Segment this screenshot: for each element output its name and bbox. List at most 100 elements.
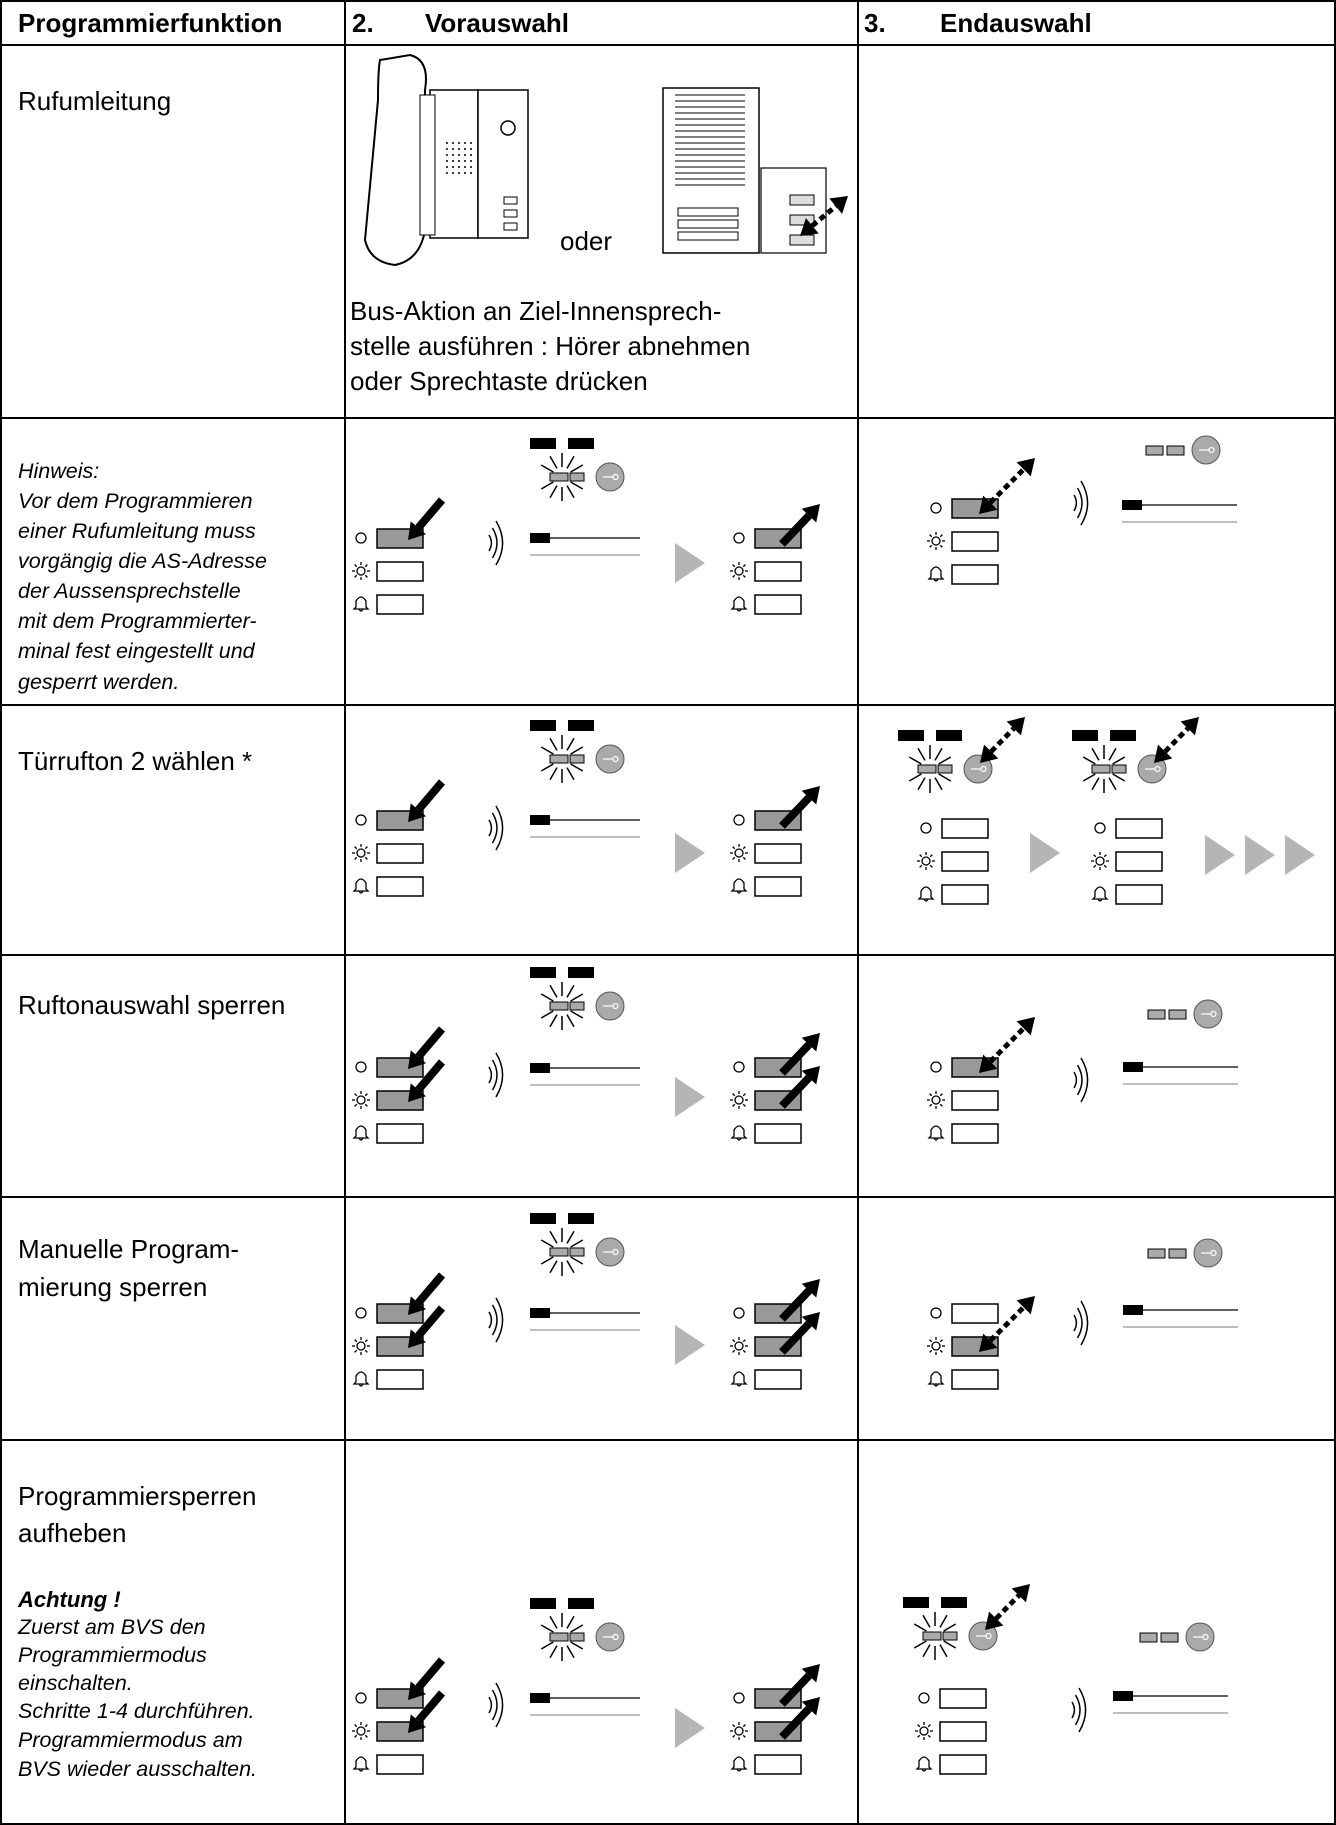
arrow-shaft	[415, 1657, 446, 1691]
icon-light-ray	[732, 1339, 736, 1343]
led-bar	[1072, 730, 1098, 741]
blink-ray	[540, 763, 554, 772]
key-icon	[603, 1248, 619, 1256]
button	[376, 561, 424, 582]
arrow-head	[801, 1312, 820, 1331]
blink-ray	[934, 777, 943, 791]
icon-bell	[730, 1371, 748, 1387]
grille-dot	[452, 142, 454, 144]
led	[549, 1632, 569, 1642]
led-bar	[568, 1213, 594, 1224]
led-bar	[903, 1597, 929, 1608]
sound-wave	[1073, 1071, 1078, 1089]
led	[1160, 1632, 1179, 1643]
sound-wave	[491, 1689, 498, 1721]
key-icon	[1199, 446, 1215, 454]
icon-light-ray	[354, 1734, 358, 1738]
blink-ray	[570, 1641, 584, 1650]
button	[376, 1123, 424, 1144]
arrow-head	[408, 1329, 426, 1348]
function-label: aufheben	[18, 1518, 126, 1548]
arrow-head	[1154, 744, 1173, 763]
icon-light	[734, 848, 744, 858]
blink-ray	[917, 777, 926, 791]
icon-light	[734, 566, 744, 576]
blink-ray	[570, 464, 584, 473]
arrow-shaft	[779, 1287, 812, 1322]
blink-ray	[570, 746, 584, 755]
blink-ray	[570, 1624, 584, 1633]
blink-ray	[540, 1256, 554, 1265]
icon-ring	[733, 1692, 745, 1704]
grille-dot	[470, 160, 472, 162]
icon-light-ray	[1103, 854, 1107, 858]
icon-light-ray	[742, 1734, 746, 1738]
grille-dot	[464, 172, 466, 174]
grille-dot	[446, 154, 448, 156]
next-step	[1285, 835, 1315, 875]
blink-ray	[570, 763, 584, 772]
grille-dot	[458, 166, 460, 168]
arrow-shaft	[988, 467, 1026, 505]
function-label: Türrufton 2 wählen *	[18, 746, 252, 776]
sound-wave	[495, 1682, 504, 1728]
icon-light	[919, 1726, 929, 1736]
icon-ring	[733, 532, 745, 544]
indoor-station	[419, 94, 436, 236]
blink-ray	[1108, 747, 1117, 761]
slider-knob	[1122, 500, 1142, 510]
blink-ray	[913, 1640, 927, 1649]
note-line: einer Rufumleitung muss	[18, 519, 256, 543]
icon-light-ray	[929, 1103, 933, 1107]
instruction-line: stelle ausführen : Hörer abnehmen	[350, 331, 750, 361]
blink-ray	[549, 455, 558, 469]
grille-dot	[458, 148, 460, 150]
grille-dot	[464, 166, 466, 168]
icon-light-ray	[742, 1093, 746, 1097]
blink-ray	[540, 481, 554, 490]
grille-dot	[464, 148, 466, 150]
blink-ray	[1112, 756, 1126, 765]
arrow-head	[1011, 1584, 1030, 1603]
icon-light	[734, 1341, 744, 1351]
grille-dot	[470, 148, 472, 150]
icon-light-ray	[354, 1103, 358, 1107]
arrow-shaft	[989, 726, 1016, 754]
button	[754, 594, 802, 615]
blink-ray	[540, 464, 554, 473]
icon-light-ray	[732, 856, 736, 860]
blink-ray	[570, 1256, 584, 1265]
sound-wave	[491, 1059, 498, 1091]
led	[569, 1001, 585, 1011]
next-step	[675, 1708, 705, 1748]
led-bar	[936, 730, 962, 741]
arrow-head	[408, 1083, 426, 1102]
blink-ray	[566, 984, 575, 998]
blink-ray	[549, 737, 558, 751]
arrow-head	[1016, 1296, 1035, 1315]
key-icon	[1145, 765, 1161, 773]
icon-light-ray	[1093, 854, 1097, 858]
arrow-shaft	[779, 512, 812, 547]
led	[569, 754, 585, 764]
sound-wave	[1080, 480, 1089, 526]
grille-dot	[452, 172, 454, 174]
led	[1111, 764, 1127, 774]
function-label: Programmiersperren	[18, 1481, 256, 1511]
key-icon	[1201, 1249, 1217, 1257]
icon-light-ray	[919, 854, 923, 858]
note-line: Programmiermodus	[18, 1643, 207, 1667]
button	[951, 531, 999, 552]
arrow-shaft	[1163, 726, 1190, 754]
icon-light-ray	[742, 1339, 746, 1343]
icon-ring	[930, 1307, 942, 1319]
icon-light	[1095, 856, 1105, 866]
icon-light-ray	[364, 1734, 368, 1738]
icon-ring	[733, 1307, 745, 1319]
next-step	[1030, 833, 1060, 873]
icon-light-ray	[364, 1349, 368, 1353]
icon-bell	[730, 1125, 748, 1141]
icon-light-ray	[742, 1103, 746, 1107]
next-step	[675, 1077, 705, 1117]
